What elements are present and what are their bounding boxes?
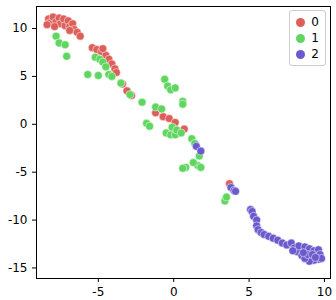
html-text:1: 1: [311, 31, 319, 45]
svg-text:5: 5: [20, 69, 28, 83]
html-text:2: 2: [311, 47, 319, 61]
svg-text:0: 0: [20, 117, 28, 131]
svg-text:-5: -5: [16, 165, 28, 179]
svg-text:-5: -5: [92, 285, 104, 299]
svg-text:-15: -15: [8, 261, 28, 275]
svg-text:10: 10: [317, 285, 332, 299]
svg-text:5: 5: [245, 285, 253, 299]
html-text:0: 0: [311, 15, 319, 29]
svg-text:0: 0: [170, 285, 178, 299]
svg-text:10: 10: [12, 21, 27, 35]
svg-text:-10: -10: [8, 213, 28, 227]
